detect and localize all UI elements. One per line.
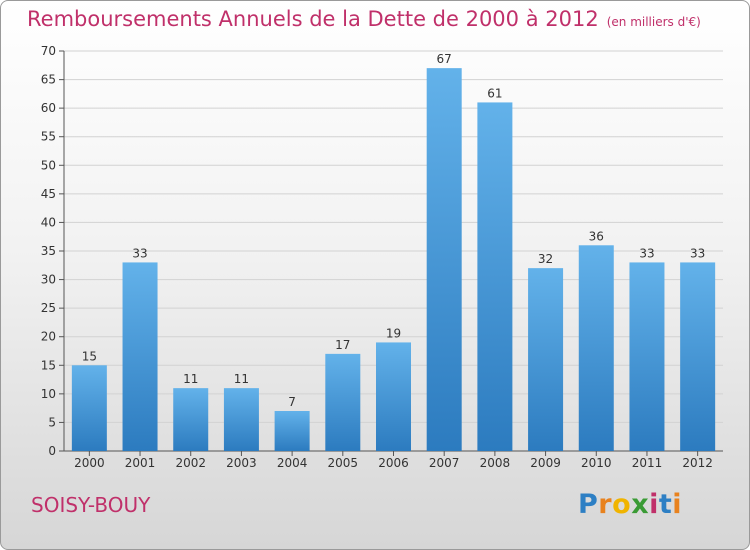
logo-letter: P: [578, 489, 599, 520]
logo-letter: i: [672, 489, 683, 520]
data-label: 33: [639, 246, 654, 260]
x-tick-label: 2010: [581, 456, 612, 470]
data-label: 11: [183, 372, 198, 386]
bar-2000: [71, 365, 107, 451]
bar-2010: [578, 245, 614, 451]
y-tick-label: 40: [41, 215, 56, 229]
x-tick-label: 2009: [530, 456, 561, 470]
x-tick-label: 2008: [480, 456, 511, 470]
y-tick-label: 15: [41, 358, 56, 372]
chart-title: Remboursements Annuels de la Dette de 20…: [27, 7, 599, 31]
logo-letter: x: [631, 489, 650, 520]
x-tick-label: 2007: [429, 456, 460, 470]
x-tick-label: 2012: [682, 456, 713, 470]
y-tick-label: 5: [48, 415, 56, 429]
data-label: 17: [335, 338, 350, 352]
y-tick-label: 25: [41, 301, 56, 315]
data-label: 33: [690, 246, 705, 260]
data-label: 11: [234, 372, 249, 386]
data-labels: 15 33 11 11 7 17 19 67 61 32 36 33 33: [82, 52, 706, 409]
y-tick-label: 0: [48, 444, 56, 458]
y-tick-label: 65: [41, 73, 56, 87]
x-tick-label: 2006: [378, 456, 409, 470]
bar-2003: [223, 388, 259, 451]
commune-name: SOISY-BOUY: [31, 493, 151, 517]
data-label: 15: [82, 349, 97, 363]
x-tick-label: 2004: [277, 456, 308, 470]
data-label: 7: [288, 395, 296, 409]
bar-2011: [629, 262, 665, 451]
data-label: 36: [589, 229, 604, 243]
x-tick-label: 2005: [328, 456, 359, 470]
data-label: 19: [386, 326, 401, 340]
proxiti-logo: Proxiti: [578, 489, 682, 520]
bar-2006: [376, 342, 411, 451]
bar-2002: [173, 388, 209, 451]
bar-2009: [528, 268, 564, 451]
y-tick-label: 35: [41, 244, 56, 258]
y-tick-label: 55: [41, 130, 56, 144]
data-label: 67: [437, 52, 452, 66]
bar-2007: [426, 68, 462, 452]
bars: [71, 68, 716, 452]
y-tick-label: 30: [41, 273, 56, 287]
x-tick-label: 2002: [175, 456, 206, 470]
logo-letter: t: [658, 489, 673, 520]
bar-2008: [477, 102, 513, 451]
x-tick-label: 2001: [125, 456, 156, 470]
bar-2001: [122, 262, 158, 451]
y-tick-label: 45: [41, 187, 56, 201]
y-axis-ticks: 0 5 10 15 20 25 30 35 40 45 50 55 60 65 70: [41, 44, 64, 458]
x-tick-label: 2003: [226, 456, 257, 470]
data-label: 61: [487, 86, 502, 100]
logo-letter: i: [649, 489, 659, 520]
data-label: 33: [132, 246, 147, 260]
bar-2005: [325, 353, 361, 451]
y-tick-label: 70: [41, 44, 56, 58]
x-tick-label: 2000: [74, 456, 105, 470]
y-tick-label: 50: [41, 158, 56, 172]
x-axis-ticks: 2000 2001 2002 2003 2004 2005 2006 2007 2008 2009…: [74, 451, 713, 470]
logo-letter: o: [612, 489, 632, 520]
chart-title-block: Remboursements Annuels de la Dette de 20…: [27, 7, 701, 31]
data-label: 32: [538, 252, 553, 266]
bar-2012: [680, 262, 716, 451]
chart-unit: (en milliers d'€): [606, 15, 701, 29]
y-tick-label: 10: [41, 387, 56, 401]
logo-letter: r: [598, 489, 613, 520]
y-tick-label: 20: [41, 330, 56, 344]
x-tick-label: 2011: [632, 456, 663, 470]
bar-2004: [274, 411, 310, 451]
y-tick-label: 60: [41, 101, 56, 115]
